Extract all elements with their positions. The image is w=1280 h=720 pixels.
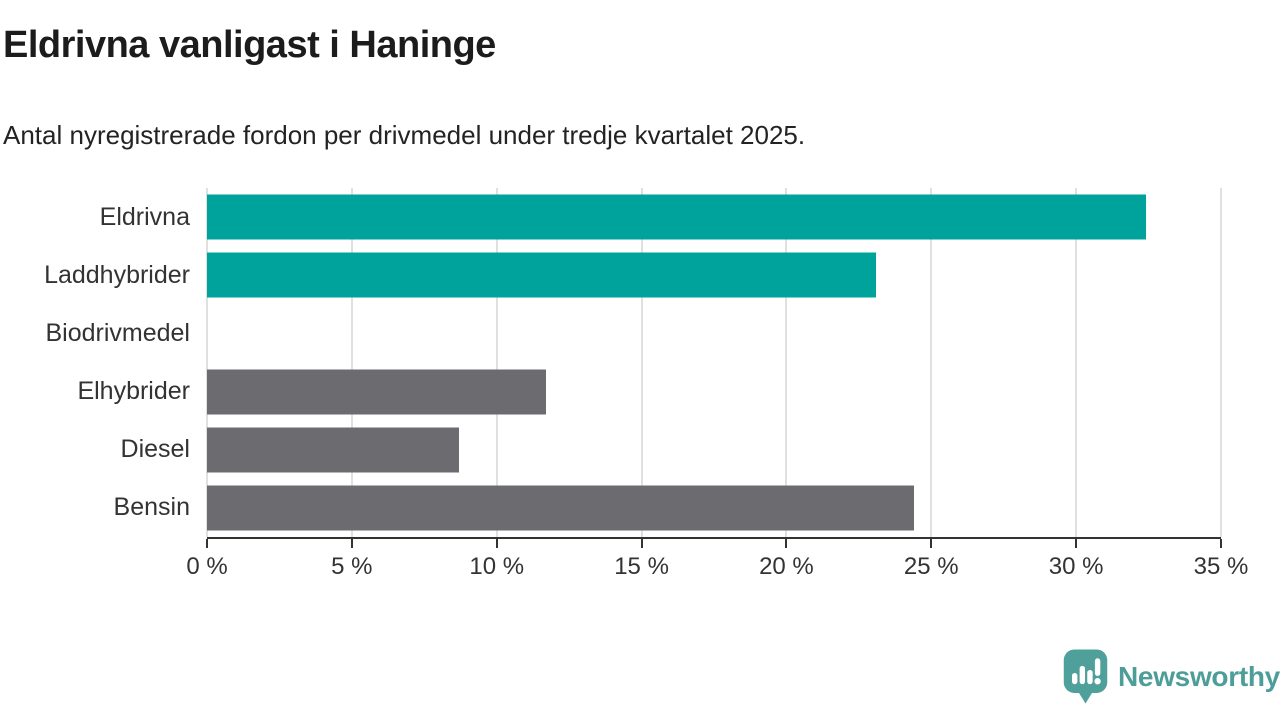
axis-tick [930,539,933,548]
gridline [206,188,208,537]
axis-tick-label: 25 % [903,553,959,580]
gridline [1075,188,1078,537]
newsworthy-logo: Newsworthy [1062,648,1280,705]
axis-tick-label: 20 % [759,553,814,580]
chart-row [207,479,1221,537]
newsworthy-logo-text: Newsworthy [1118,660,1280,692]
gridline [1220,188,1222,537]
axis-tick-label: 35 % [1193,553,1249,580]
chart-row [207,188,1221,246]
axis-tick [640,539,643,548]
chart-title: Eldrivna vanligast i Haninge [3,24,496,66]
axis-tick-label: 5 % [331,553,373,580]
value-bar [207,427,460,473]
value-bar [207,369,546,415]
gridline [495,188,498,537]
axis-tick-label: 15 % [614,553,669,580]
gridline [640,188,643,537]
category-label: Elhybrider [77,377,190,406]
gridline [350,188,353,537]
chart-row [207,363,1221,421]
chart-row [207,421,1221,479]
value-bar [207,252,877,298]
chart-row [207,246,1221,304]
gridline [785,188,788,537]
axis-tick [785,539,788,548]
category-label: Biodrivmedel [45,318,190,347]
x-axis: 0 % 5 % 10 % 15 % 20 % 25 % 30 % 35 % [186,537,1248,589]
axis-tick-label: 0 % [186,553,228,580]
chart-row [207,304,1221,362]
axis-tick [495,539,498,548]
chart-subtitle: Antal nyregistrerade fordon per drivmede… [3,120,806,150]
axis-tick-label: 10 % [469,553,525,580]
axis-tick [1075,539,1078,548]
gridline [930,188,933,537]
value-bar [207,194,1146,240]
category-label: Eldrivna [99,202,190,231]
axis-tick [206,539,208,548]
newsworthy-logo-icon [1063,649,1108,704]
plot-area [206,188,1222,537]
axis-tick [1220,539,1222,548]
category-labels: Eldrivna Laddhybrider Biodrivmedel Elhybrid… [0,188,190,537]
category-label: Laddhybrider [44,260,190,289]
axis-tick [350,539,353,548]
category-label: Diesel [120,435,190,464]
axis-tick-label: 30 % [1048,553,1104,580]
value-bar [207,485,914,531]
category-label: Bensin [113,493,190,522]
bar-chart: Eldrivna Laddhybrider Biodrivmedel Elhybrid… [0,188,1280,537]
